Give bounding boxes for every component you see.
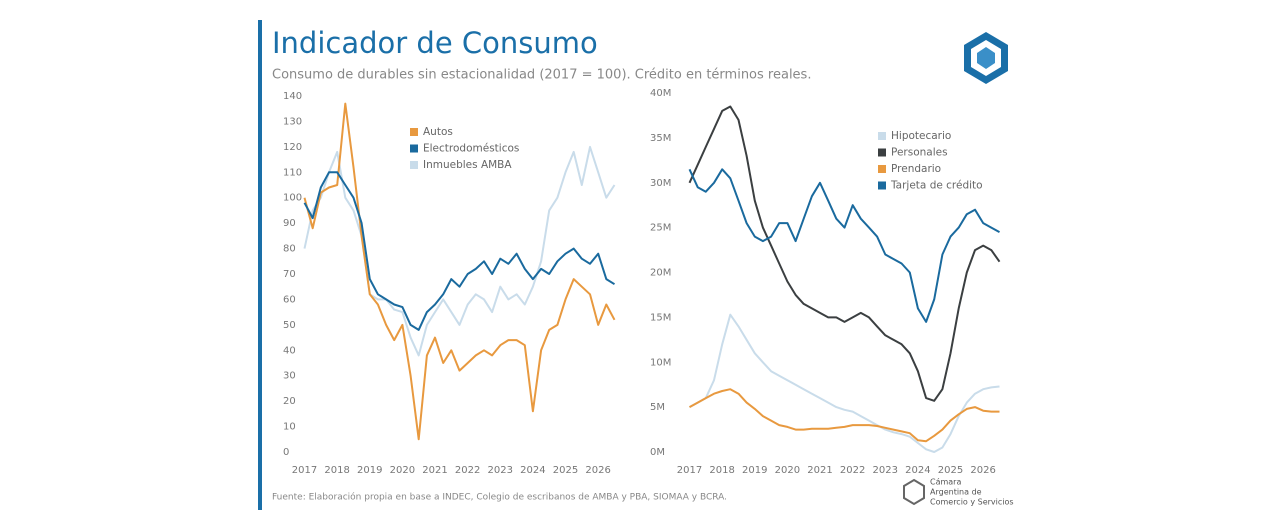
legend-swatch — [410, 161, 418, 169]
y-tick-label: 70 — [283, 269, 296, 280]
accent-bar — [258, 20, 262, 510]
x-tick-label: 2023 — [488, 465, 513, 476]
x-tick-label: 2021 — [422, 465, 447, 476]
x-tick-label: 2025 — [938, 465, 963, 476]
org-name: Comercio y Servicios — [930, 498, 1014, 507]
y-tick-label: 140 — [283, 91, 302, 102]
y-tick-label: 30 — [283, 371, 296, 382]
x-tick-label: 2021 — [807, 465, 832, 476]
y-tick-label: 20M — [650, 268, 671, 279]
legend-swatch — [878, 148, 886, 157]
y-tick-label: 40M — [650, 88, 671, 99]
x-tick-label: 2023 — [873, 465, 898, 476]
x-tick-label: 2020 — [775, 465, 800, 476]
title: Indicador de Consumo — [272, 26, 598, 60]
legend-swatch — [878, 181, 886, 190]
org-logo: Cámara Argentina de Comercio y Servicios — [903, 478, 1014, 507]
legend-swatch — [410, 144, 418, 153]
y-tick-label: 20 — [283, 396, 296, 407]
x-tick-label: 2026 — [970, 465, 995, 476]
org-name: Cámara — [930, 478, 961, 487]
y-tick-label: 15M — [650, 312, 671, 323]
series-line — [689, 388, 1000, 443]
x-tick-label: 2025 — [553, 465, 578, 476]
y-tick-label: 5M — [650, 402, 665, 413]
y-tick-label: 120 — [283, 142, 302, 153]
legend-swatch — [878, 132, 886, 140]
x-tick-label: 2018 — [709, 465, 734, 476]
series-line — [303, 171, 616, 331]
series-line — [688, 168, 1000, 323]
series-line — [688, 105, 1001, 402]
y-tick-label: 130 — [283, 116, 302, 127]
legend-label: Personales — [891, 147, 948, 159]
y-tick-label: 30M — [650, 178, 671, 189]
source: Fuente: Elaboración propia en base a IND… — [272, 492, 727, 503]
x-tick-label: 2024 — [905, 465, 930, 476]
x-tick-label: 2026 — [585, 465, 610, 476]
legend-label: Inmuebles AMBA — [423, 159, 512, 171]
legend-swatch — [410, 128, 418, 136]
x-tick-label: 2022 — [840, 465, 865, 476]
x-tick-label: 2020 — [390, 465, 415, 476]
series-line — [303, 102, 616, 441]
y-tick-label: 90 — [283, 218, 296, 229]
y-tick-label: 10M — [650, 357, 671, 368]
legend-label: Prendario — [891, 163, 941, 175]
x-tick-label: 2022 — [455, 465, 480, 476]
x-tick-label: 2019 — [742, 465, 767, 476]
y-tick-label: 35M — [650, 133, 671, 144]
x-tick-label: 2017 — [677, 465, 702, 476]
legend-label: Hipotecario — [891, 130, 951, 142]
series-line — [689, 313, 1000, 453]
y-tick-label: 110 — [283, 167, 302, 178]
x-tick-label: 2018 — [324, 465, 349, 476]
x-tick-label: 2024 — [520, 465, 545, 476]
y-tick-label: 80 — [283, 244, 296, 255]
y-tick-label: 40 — [283, 345, 296, 356]
y-tick-label: 0M — [650, 447, 665, 458]
y-tick-label: 0 — [283, 447, 289, 458]
x-tick-label: 2019 — [357, 465, 382, 476]
series-line — [303, 145, 616, 357]
y-tick-label: 60 — [283, 294, 296, 305]
y-tick-label: 100 — [283, 193, 302, 204]
org-name: Argentina de — [930, 488, 982, 497]
x-tick-label: 2017 — [292, 465, 317, 476]
subtitle: Consumo de durables sin estacionalidad (… — [272, 68, 811, 83]
legend-label: Autos — [423, 126, 453, 138]
y-tick-label: 50 — [283, 320, 296, 331]
y-tick-label: 25M — [650, 223, 671, 234]
y-tick-label: 10 — [283, 422, 296, 433]
logo — [964, 32, 1008, 84]
legend-label: Tarjeta de crédito — [890, 180, 983, 192]
legend-label: Electrodomésticos — [423, 143, 519, 155]
legend-swatch — [878, 165, 886, 173]
